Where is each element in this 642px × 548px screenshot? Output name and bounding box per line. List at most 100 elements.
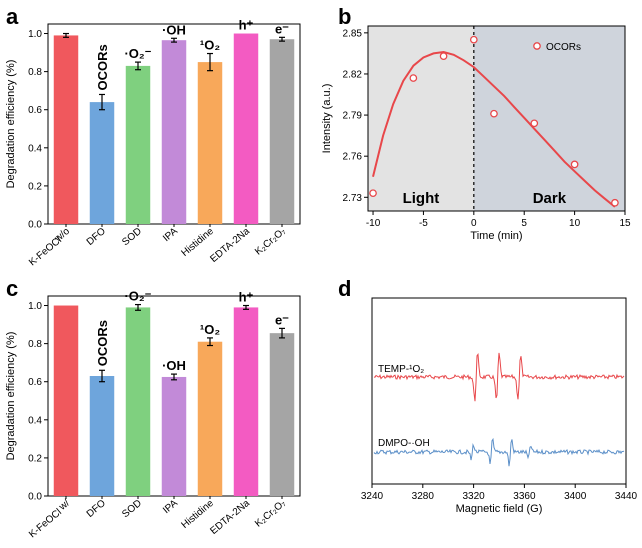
x-tick-label: 15 (619, 218, 631, 229)
y-tick-label: 0.6 (28, 377, 42, 388)
y-tick-label: 2.79 (343, 111, 363, 122)
x-tick-label: IPA (161, 498, 180, 517)
y-tick-label: 0.8 (28, 67, 42, 78)
bar (233, 33, 259, 225)
bar-annotation: e⁻ (275, 312, 289, 327)
y-tick-label: 0.4 (28, 143, 42, 154)
x-tick-label: SOD (120, 498, 144, 520)
bar-annotation: ¹O₂ (200, 322, 220, 337)
y-tick-label: 0.0 (28, 220, 42, 231)
y-tick-label: 1.0 (28, 301, 42, 312)
x-tick-label: 3240 (361, 491, 384, 502)
data-point (570, 160, 579, 169)
panel-letter-a: a (6, 4, 19, 29)
y-tick-label: 2.76 (343, 152, 363, 163)
region-light (368, 26, 474, 211)
x-tick-label: K₂Cr₂O₇ (253, 498, 288, 530)
panel-letter-c: c (6, 276, 18, 301)
y-tick-label: 0.2 (28, 453, 42, 464)
x-tick-label: 3360 (513, 491, 536, 502)
bar-annotation: ·OH (162, 22, 186, 37)
bar (269, 39, 295, 224)
x-tick-label: 3440 (615, 491, 638, 502)
legend-marker (533, 42, 541, 50)
x-tick-label: EDTA-2Na (208, 226, 252, 265)
series-label: TEMP-¹O₂ (378, 364, 424, 375)
x-tick-label: 5 (521, 218, 527, 229)
plot-frame (371, 297, 627, 485)
y-tick-label: 2.85 (343, 28, 363, 39)
bar (53, 35, 79, 224)
bar-annotation: e⁻ (275, 21, 289, 36)
plot-frame (367, 25, 626, 212)
y-axis-label: Degradation efficiency (%) (5, 60, 17, 189)
x-tick-label: -10 (366, 218, 381, 229)
bar-annotation: ·O₂⁻ (124, 289, 151, 304)
region-label: Dark (533, 190, 567, 207)
y-tick-label: 2.73 (343, 193, 363, 204)
chart-a-bar: 0.0 0.2 0.4 0.6 0.8 1.0 Degradation efficiency… (5, 18, 301, 268)
x-tick-label: 3320 (462, 491, 485, 502)
y-tick-label: 0.2 (28, 181, 42, 192)
bar-annotation: OCORs (95, 320, 110, 366)
fit-curve (372, 50, 616, 208)
data-point (369, 189, 377, 198)
panel-letter-d: d (338, 276, 351, 301)
y-axis-label: Intensity (a.u.) (321, 84, 333, 154)
x-tick-label-line2: K-FeOCl (27, 235, 64, 268)
data-point (530, 119, 539, 128)
bar (89, 102, 115, 224)
x-tick-label: IPA (161, 226, 180, 245)
x-axis-label: Magnetic field (G) (456, 503, 543, 515)
bar-annotation: OCORs (95, 44, 110, 90)
x-tick-label: 3400 (564, 491, 587, 502)
bar (233, 307, 259, 496)
data-point (409, 74, 418, 82)
y-tick-label: 2.82 (343, 69, 363, 80)
x-tick-label: EDTA-2Na (208, 498, 252, 537)
bar-annotation: h⁺ (239, 18, 254, 33)
x-tick-label: 10 (569, 218, 581, 229)
bar (161, 376, 187, 496)
bar-annotation: ·O₂⁻ (124, 46, 151, 61)
y-tick-label: 0.4 (28, 415, 42, 426)
bar (125, 307, 151, 496)
x-axis-label: Time (min) (470, 230, 522, 242)
panel-letter-b: b (338, 4, 351, 29)
bar-annotation: h⁺ (239, 290, 254, 305)
y-tick-label: 0.0 (28, 492, 42, 503)
x-tick-label: -5 (419, 218, 428, 229)
bar-annotation: ·OH (162, 358, 186, 373)
bar (197, 62, 223, 224)
bar-annotation: ¹O₂ (200, 38, 220, 53)
y-axis-label: Degradation efficiency (%) (5, 332, 17, 461)
bar (125, 65, 151, 225)
spectrum-temp (373, 352, 625, 402)
data-point (469, 35, 478, 44)
legend-label: OCORs (546, 42, 581, 53)
bar (89, 376, 115, 496)
region-label: Light (403, 190, 440, 207)
y-tick-label: 1.0 (28, 29, 42, 40)
x-tick-label-line2: K-FeOCl (27, 507, 64, 540)
x-tick-label: DFO (85, 226, 108, 248)
data-point (439, 52, 448, 60)
y-tick-label: 0.6 (28, 105, 42, 116)
chart-b-scatter: Light Dark 2.73 2.76 2.79 2.82 2.85 -10 -5 0 5 10 15… (321, 25, 631, 242)
bar (197, 341, 223, 496)
bar (269, 333, 295, 496)
chart-c-bar: 0.0 0.2 0.4 0.6 0.8 1.0 Degradation efficiency… (5, 289, 301, 540)
x-tick-label: SOD (120, 226, 144, 248)
bar (161, 40, 187, 224)
data-point (611, 198, 619, 207)
x-tick-label: 3280 (412, 491, 435, 502)
region-dark (473, 26, 625, 211)
x-tick-label: K₂Cr₂O₇ (253, 226, 288, 258)
spectrum-dmpo (373, 437, 625, 467)
x-tick-label: DFO (85, 498, 108, 520)
bar (53, 305, 79, 496)
chart-d-epr: 3240 3280 3320 3360 3400 3440 Magnetic field (… (361, 297, 638, 515)
y-tick-label: 0.8 (28, 339, 42, 350)
x-tick-label: 0 (471, 218, 477, 229)
